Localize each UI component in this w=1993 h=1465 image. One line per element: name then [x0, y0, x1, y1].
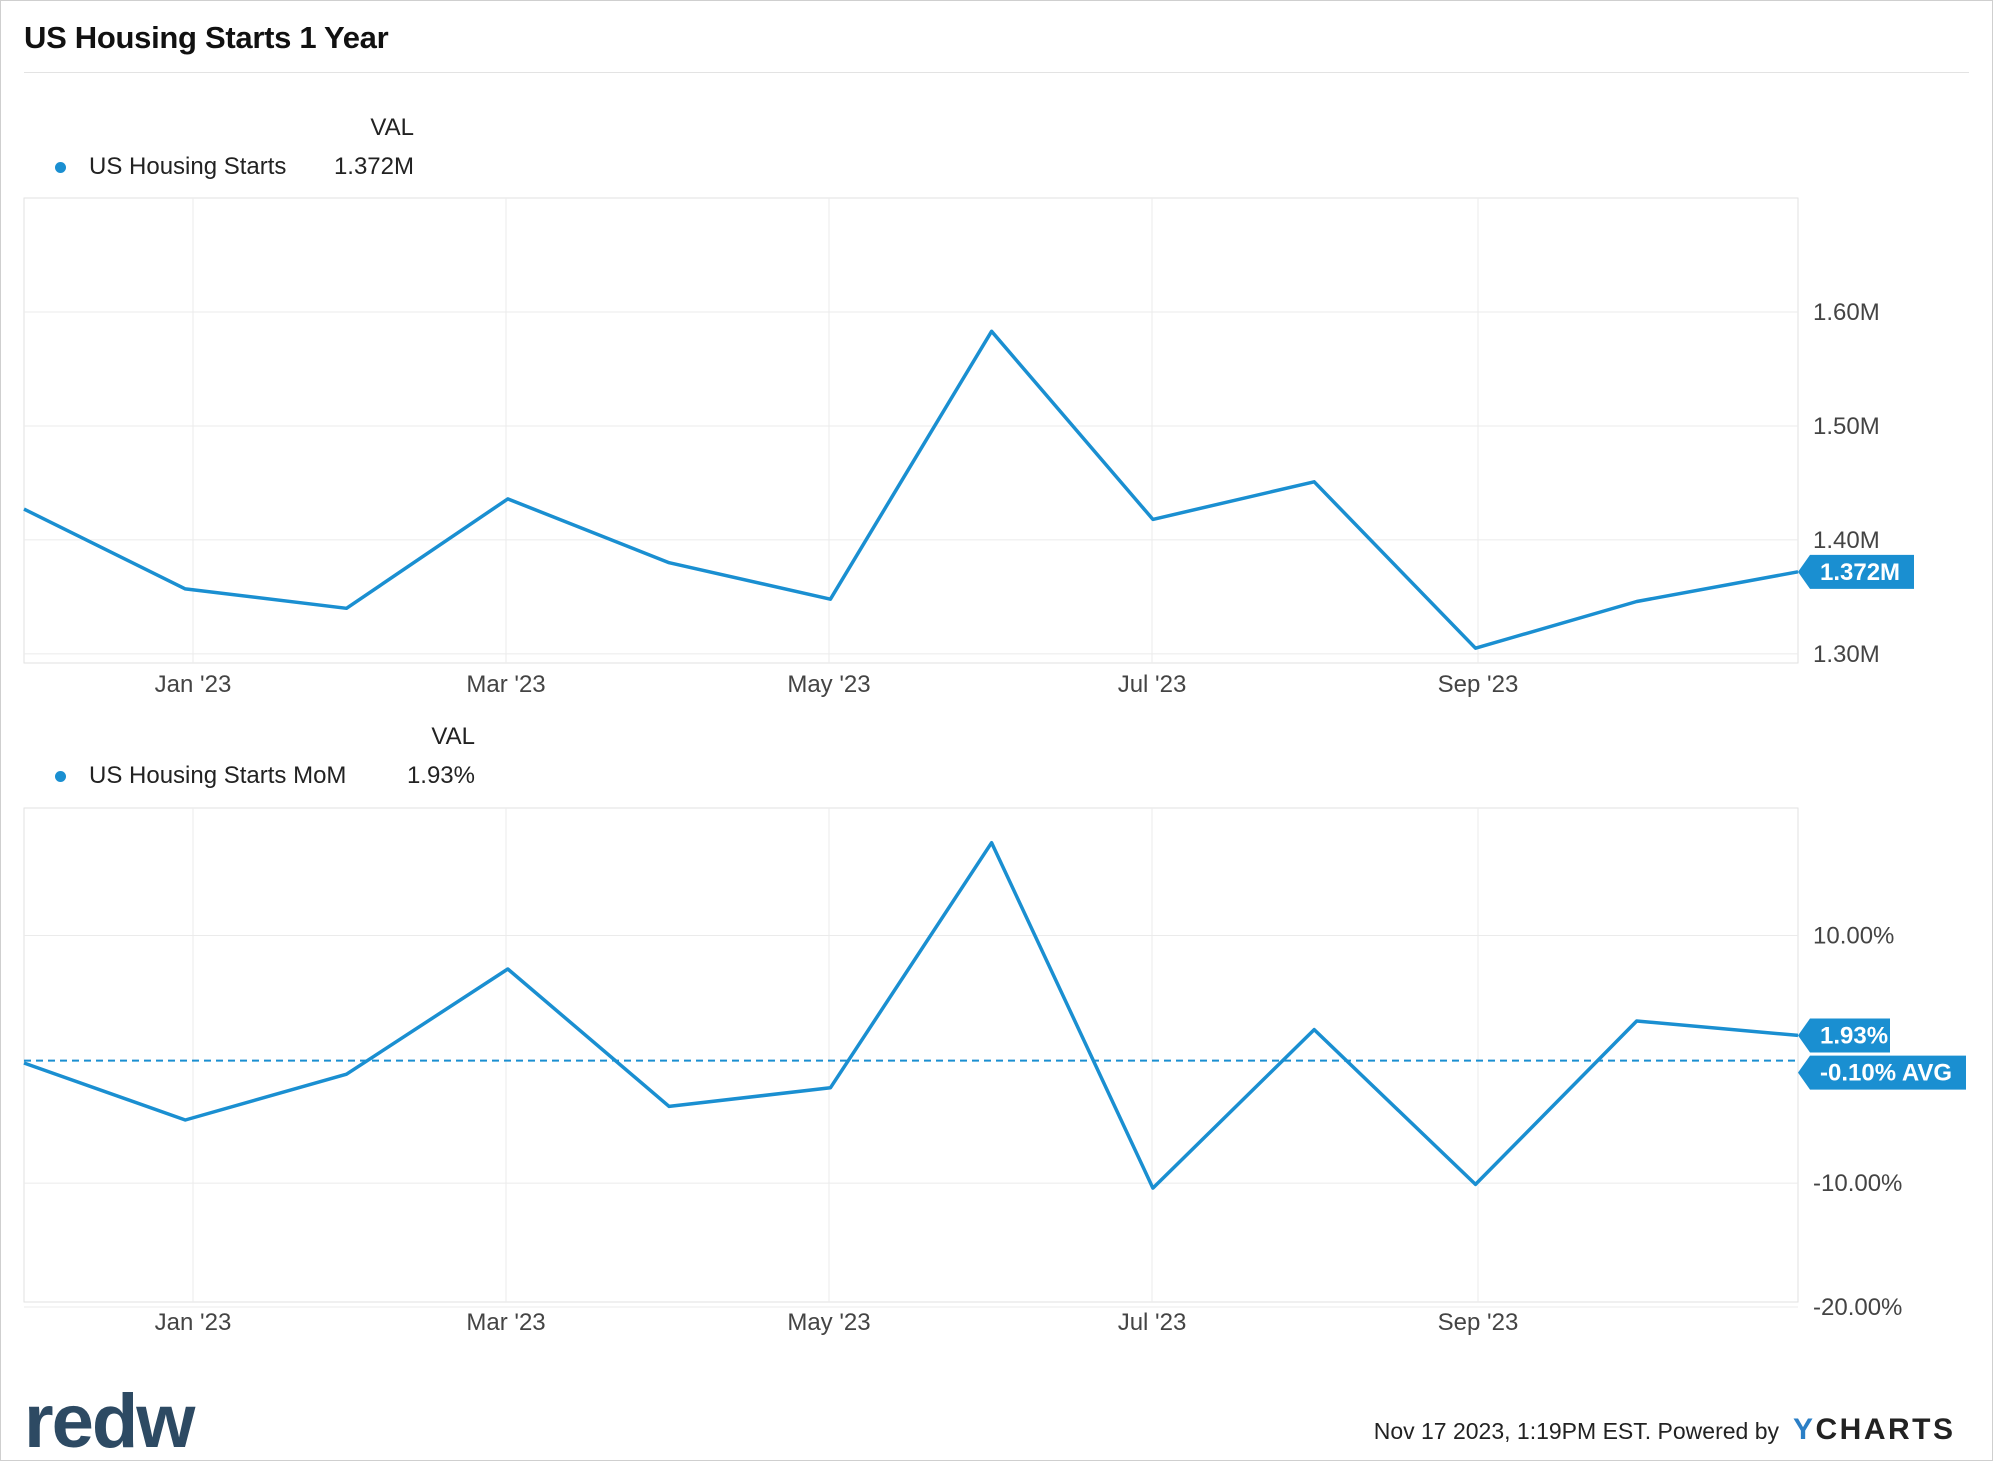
average-label-text: -0.10% AVG [1820, 1060, 1952, 1087]
x-tick-label: Sep '23 [1438, 1309, 1519, 1336]
y-tick-label: -20.00% [1813, 1294, 1902, 1321]
y-tick-label: 1.50M [1813, 413, 1880, 440]
page-title: US Housing Starts 1 Year [24, 20, 389, 55]
last-value-label-text: 1.372M [1820, 559, 1900, 586]
legend-item[interactable]: US Housing Starts MoM [55, 762, 346, 790]
x-tick-label: Jul '23 [1118, 1309, 1187, 1336]
last-value-label: 1.93% [1798, 1018, 1890, 1053]
footer-timestamp: Nov 17 2023, 1:19PM EST. Powered by [1373, 1418, 1779, 1444]
x-tick-label: Jul '23 [1118, 671, 1187, 698]
y-tick-label: 1.30M [1813, 641, 1880, 668]
x-tick-label: Mar '23 [466, 1309, 545, 1336]
legend-header: VAL [370, 114, 414, 141]
x-tick-label: May '23 [787, 671, 870, 698]
last-value-label-shape [1798, 554, 1914, 589]
plot-area [23, 197, 1799, 664]
series-line [23, 329, 1799, 650]
legend-series-name: US Housing Starts MoM [89, 762, 347, 789]
chart-panel-2: -20.00% -10.00% 10.00% Jan '23 Mar '23 May '2… [23, 807, 1966, 1336]
last-value-label-text: 1.93% [1820, 1022, 1888, 1049]
x-tick-label: Jan '23 [155, 671, 232, 698]
legend-series-value: 1.372M [333, 153, 414, 180]
plot-area [23, 807, 1799, 1303]
ycharts-logo[interactable]: YCHARTS [1793, 1413, 1956, 1447]
last-value-label: 1.372M [1798, 554, 1914, 589]
ycharts-logo-rest: CHARTS [1815, 1413, 1956, 1446]
y-tick-label: 1.40M [1813, 527, 1880, 554]
y-tick-label: 1.60M [1813, 299, 1880, 326]
x-tick-label: May '23 [787, 1309, 870, 1336]
brand-logo: redw [24, 1379, 195, 1464]
y-tick-label: 10.00% [1813, 923, 1894, 950]
last-value-label-shape [1798, 1018, 1890, 1053]
y-tick-label: -10.00% [1813, 1170, 1902, 1197]
legend-series-name: US Housing Starts [89, 153, 287, 180]
legend-header: VAL [431, 723, 475, 750]
x-tick-label: Mar '23 [466, 671, 545, 698]
chart-panel-1: 1.30M 1.40M 1.50M 1.60M Jan '23 Mar '23 May '2… [23, 197, 1914, 698]
average-label-shape [1798, 1055, 1966, 1090]
x-tick-label: Sep '23 [1438, 671, 1519, 698]
average-label: -0.10% AVG [1798, 1055, 1966, 1090]
title-divider [24, 72, 1969, 73]
series-line [23, 840, 1799, 1190]
legend-series-value: 1.93% [406, 762, 475, 789]
ycharts-logo-y: Y [1793, 1413, 1816, 1446]
legend-dot-icon [55, 161, 66, 173]
x-tick-label: Jan '23 [155, 1309, 232, 1336]
legend-dot-icon [55, 770, 66, 782]
legend-item[interactable]: US Housing Starts [55, 153, 286, 181]
